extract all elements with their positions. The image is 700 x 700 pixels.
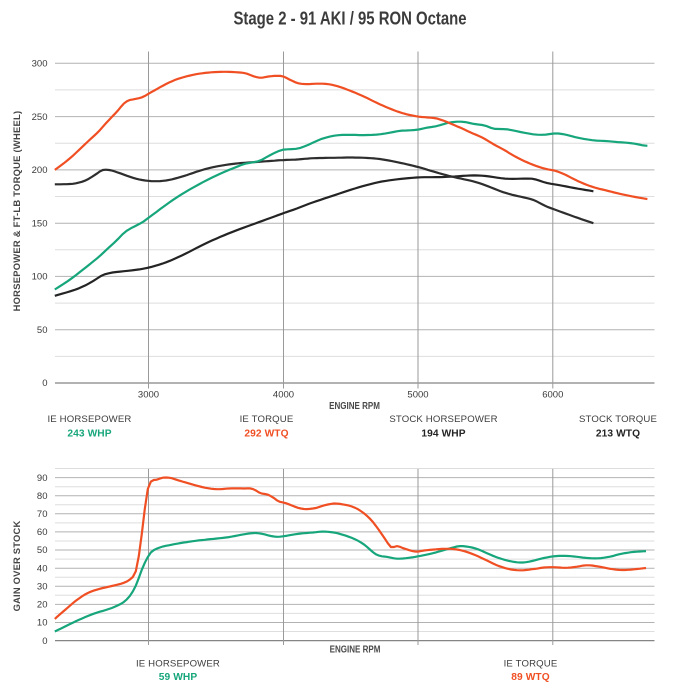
svg-text:ENGINE RPM: ENGINE RPM [330,644,381,655]
svg-text:20: 20 [37,600,48,611]
svg-text:50: 50 [37,325,48,336]
svg-text:194 WHP: 194 WHP [421,429,465,440]
svg-text:STOCK HORSEPOWER: STOCK HORSEPOWER [389,414,497,425]
svg-text:250: 250 [32,112,48,123]
svg-text:ENGINE RPM: ENGINE RPM [329,400,380,411]
svg-text:5000: 5000 [407,390,428,401]
svg-text:243 WHP: 243 WHP [67,429,111,440]
svg-text:300: 300 [32,59,48,70]
svg-text:IE TORQUE: IE TORQUE [240,414,294,425]
svg-text:0: 0 [42,378,47,389]
svg-text:HORSEPOWER & FT-LB TORQUE (WHE: HORSEPOWER & FT-LB TORQUE (WHEEL) [11,111,22,312]
svg-text:10: 10 [37,618,48,629]
svg-text:150: 150 [32,218,48,229]
svg-text:80: 80 [37,491,48,502]
svg-text:213 WTQ: 213 WTQ [596,429,640,440]
svg-text:IE HORSEPOWER: IE HORSEPOWER [136,659,220,670]
svg-text:89 WTQ: 89 WTQ [511,672,550,683]
svg-text:90: 90 [37,473,48,484]
svg-text:100: 100 [32,272,48,283]
svg-text:0: 0 [42,636,47,647]
svg-text:70: 70 [37,509,48,520]
svg-text:IE TORQUE: IE TORQUE [504,659,558,670]
svg-text:60: 60 [37,527,48,538]
svg-text:6000: 6000 [542,390,563,401]
svg-text:292 WTQ: 292 WTQ [244,429,288,440]
svg-text:STOCK TORQUE: STOCK TORQUE [579,414,657,425]
svg-text:40: 40 [37,563,48,574]
svg-text:30: 30 [37,582,48,593]
svg-text:4000: 4000 [273,390,294,401]
svg-text:3000: 3000 [138,390,159,401]
svg-text:50: 50 [37,545,48,556]
svg-text:IE HORSEPOWER: IE HORSEPOWER [47,414,131,425]
svg-text:200: 200 [32,165,48,176]
svg-text:Stage 2 - 91 AKI / 95 RON Octa: Stage 2 - 91 AKI / 95 RON Octane [233,8,466,29]
svg-text:59 WHP: 59 WHP [159,672,198,683]
svg-text:GAIN OVER STOCK: GAIN OVER STOCK [11,521,22,612]
